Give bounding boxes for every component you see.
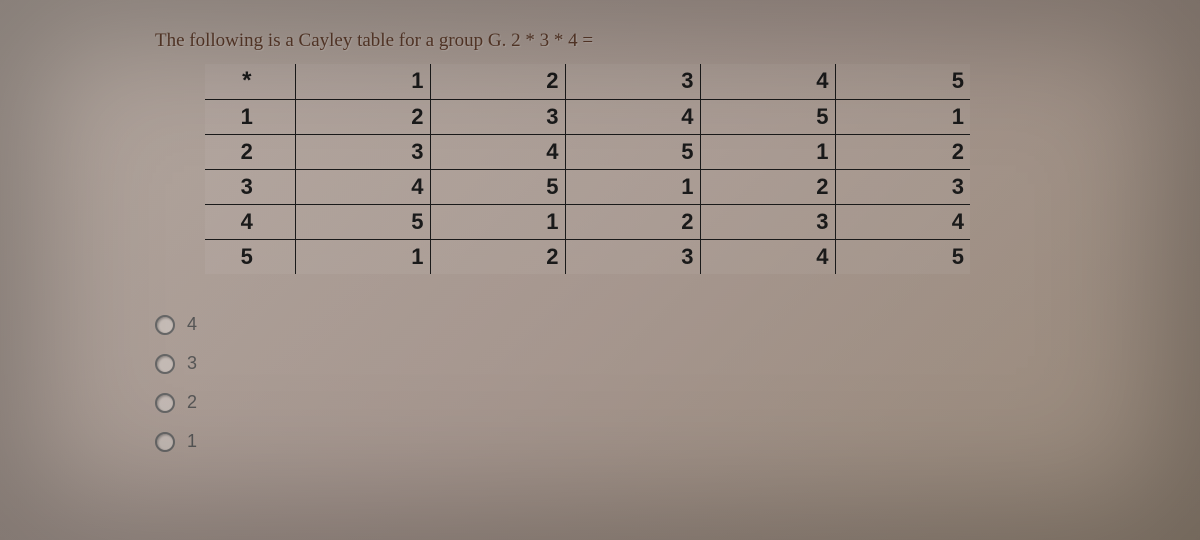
answer-options: 4 3 2 1 bbox=[155, 314, 1170, 452]
header-cell: 4 bbox=[700, 64, 835, 99]
table-cell: 2 bbox=[295, 99, 430, 134]
table-cell: 2 bbox=[835, 134, 970, 169]
table-cell: 5 bbox=[835, 239, 970, 274]
table-cell: 5 bbox=[565, 134, 700, 169]
header-cell: 1 bbox=[295, 64, 430, 99]
radio-icon[interactable] bbox=[155, 315, 175, 335]
table-header-row: * 1 2 3 4 5 bbox=[205, 64, 970, 99]
radio-icon[interactable] bbox=[155, 354, 175, 374]
row-label: 4 bbox=[205, 204, 295, 239]
option-label: 4 bbox=[187, 314, 197, 335]
question-text: The following is a Cayley table for a gr… bbox=[155, 30, 1170, 52]
question-content: The following is a Cayley table for a gr… bbox=[155, 30, 1170, 470]
option-row[interactable]: 3 bbox=[155, 353, 1170, 374]
option-row[interactable]: 4 bbox=[155, 314, 1170, 335]
header-cell: 2 bbox=[430, 64, 565, 99]
table-row: 5 1 2 3 4 5 bbox=[205, 239, 970, 274]
table-row: 3 4 5 1 2 3 bbox=[205, 169, 970, 204]
table-cell: 5 bbox=[430, 169, 565, 204]
table-cell: 2 bbox=[430, 239, 565, 274]
header-cell: 5 bbox=[835, 64, 970, 99]
table-cell: 1 bbox=[295, 239, 430, 274]
table-cell: 3 bbox=[295, 134, 430, 169]
table-cell: 1 bbox=[835, 99, 970, 134]
table-cell: 4 bbox=[835, 204, 970, 239]
operator-cell: * bbox=[205, 64, 295, 99]
table-cell: 3 bbox=[430, 99, 565, 134]
row-label: 5 bbox=[205, 239, 295, 274]
radio-icon[interactable] bbox=[155, 393, 175, 413]
table-cell: 3 bbox=[700, 204, 835, 239]
option-row[interactable]: 1 bbox=[155, 431, 1170, 452]
table-cell: 2 bbox=[700, 169, 835, 204]
header-cell: 3 bbox=[565, 64, 700, 99]
table-row: 4 5 1 2 3 4 bbox=[205, 204, 970, 239]
table-cell: 5 bbox=[700, 99, 835, 134]
table-row: 1 2 3 4 5 1 bbox=[205, 99, 970, 134]
table-cell: 4 bbox=[430, 134, 565, 169]
row-label: 2 bbox=[205, 134, 295, 169]
cayley-table: * 1 2 3 4 5 1 2 3 4 5 1 2 3 4 5 1 2 3 4 … bbox=[205, 64, 970, 274]
table-cell: 3 bbox=[565, 239, 700, 274]
row-label: 3 bbox=[205, 169, 295, 204]
option-label: 3 bbox=[187, 353, 197, 374]
table-row: 2 3 4 5 1 2 bbox=[205, 134, 970, 169]
option-label: 1 bbox=[187, 431, 197, 452]
table-cell: 4 bbox=[295, 169, 430, 204]
table-cell: 1 bbox=[565, 169, 700, 204]
table-cell: 4 bbox=[565, 99, 700, 134]
radio-icon[interactable] bbox=[155, 432, 175, 452]
table-cell: 1 bbox=[430, 204, 565, 239]
table-cell: 2 bbox=[565, 204, 700, 239]
table-cell: 5 bbox=[295, 204, 430, 239]
table-cell: 3 bbox=[835, 169, 970, 204]
option-row[interactable]: 2 bbox=[155, 392, 1170, 413]
table-cell: 1 bbox=[700, 134, 835, 169]
option-label: 2 bbox=[187, 392, 197, 413]
row-label: 1 bbox=[205, 99, 295, 134]
table-cell: 4 bbox=[700, 239, 835, 274]
